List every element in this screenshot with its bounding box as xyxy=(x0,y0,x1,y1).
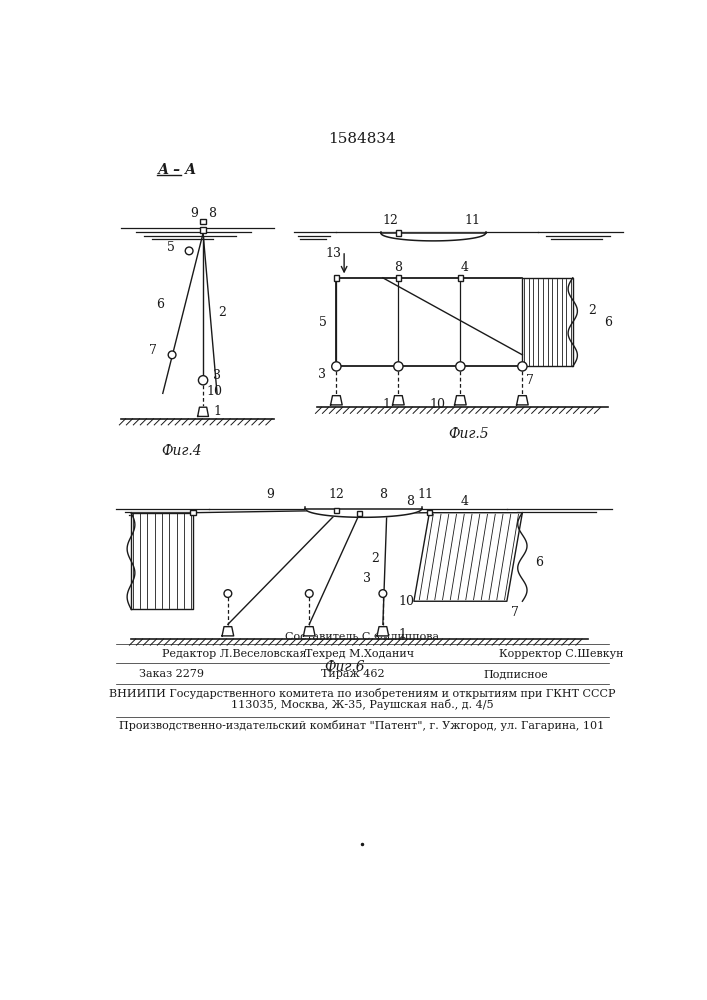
Text: 8: 8 xyxy=(209,207,216,220)
Polygon shape xyxy=(303,627,315,636)
Text: 7: 7 xyxy=(510,606,518,619)
Text: 8: 8 xyxy=(395,261,402,274)
Text: 8: 8 xyxy=(406,495,414,508)
Text: 113035, Москва, Ж-35, Раушская наб., д. 4/5: 113035, Москва, Ж-35, Раушская наб., д. … xyxy=(230,699,493,710)
Bar xyxy=(396,230,401,236)
Polygon shape xyxy=(131,513,193,609)
Text: Подписное: Подписное xyxy=(484,669,549,679)
Circle shape xyxy=(168,351,176,359)
Text: 1: 1 xyxy=(213,405,221,418)
Circle shape xyxy=(379,590,387,597)
Circle shape xyxy=(394,362,403,371)
Bar xyxy=(200,219,206,224)
Text: 10: 10 xyxy=(429,398,445,411)
Polygon shape xyxy=(392,396,404,405)
Text: 12: 12 xyxy=(329,488,344,501)
Polygon shape xyxy=(222,627,234,636)
Text: 7: 7 xyxy=(526,374,534,387)
Text: 4: 4 xyxy=(460,261,468,274)
Text: 1: 1 xyxy=(398,628,407,641)
Text: 2: 2 xyxy=(371,552,379,565)
Text: 3: 3 xyxy=(213,369,221,382)
Bar xyxy=(427,510,432,515)
Text: Фиг.5: Фиг.5 xyxy=(448,427,489,441)
Text: 3: 3 xyxy=(363,572,371,585)
Text: Редактор Л.Веселовская: Редактор Л.Веселовская xyxy=(162,649,307,659)
Polygon shape xyxy=(522,278,573,366)
Text: 1584834: 1584834 xyxy=(328,132,396,146)
Text: 5: 5 xyxy=(167,241,175,254)
Bar xyxy=(396,275,401,281)
Bar xyxy=(200,227,206,233)
Polygon shape xyxy=(198,407,209,416)
Text: 7: 7 xyxy=(148,344,157,358)
Text: 2: 2 xyxy=(218,306,226,319)
Text: 3: 3 xyxy=(318,368,327,381)
Text: 6: 6 xyxy=(535,556,544,569)
Bar xyxy=(334,508,339,513)
Text: Заказ 2279: Заказ 2279 xyxy=(139,669,204,679)
Text: 12: 12 xyxy=(382,214,399,227)
Text: ВНИИПИ Государственного комитета по изобретениям и открытиям при ГКНТ СССР: ВНИИПИ Государственного комитета по изоб… xyxy=(109,688,615,699)
Text: Фиг.6: Фиг.6 xyxy=(324,660,364,674)
Text: 13: 13 xyxy=(325,247,341,260)
Polygon shape xyxy=(381,233,486,241)
Circle shape xyxy=(185,247,193,255)
Text: Техред М.Ходанич: Техред М.Ходанич xyxy=(305,649,414,659)
Text: Тираж 462: Тираж 462 xyxy=(321,669,385,679)
Polygon shape xyxy=(331,396,342,405)
Polygon shape xyxy=(517,396,528,405)
Text: 11: 11 xyxy=(464,214,480,227)
Circle shape xyxy=(518,362,527,371)
Bar xyxy=(334,275,339,281)
Text: 6: 6 xyxy=(156,298,165,311)
Text: Корректор С.Шевкун: Корректор С.Шевкун xyxy=(499,649,624,659)
Text: 1: 1 xyxy=(382,398,391,411)
Bar xyxy=(357,511,362,516)
Text: 5: 5 xyxy=(319,316,327,329)
Text: 11: 11 xyxy=(418,488,433,501)
Text: 10: 10 xyxy=(206,385,223,398)
Bar xyxy=(190,510,196,515)
Circle shape xyxy=(456,362,465,371)
Polygon shape xyxy=(455,396,466,405)
Text: 8: 8 xyxy=(379,488,387,501)
Polygon shape xyxy=(305,509,421,517)
Text: 10: 10 xyxy=(398,595,414,608)
Text: Фиг.4: Фиг.4 xyxy=(161,444,201,458)
Circle shape xyxy=(199,376,208,385)
Text: 9: 9 xyxy=(267,488,274,501)
Text: 2: 2 xyxy=(588,304,596,317)
Circle shape xyxy=(305,590,313,597)
Text: Производственно-издательский комбинат "Патент", г. Ужгород, ул. Гагарина, 101: Производственно-издательский комбинат "П… xyxy=(119,720,604,731)
Text: 6: 6 xyxy=(604,316,612,329)
Polygon shape xyxy=(414,513,522,601)
Circle shape xyxy=(224,590,232,597)
Text: А – А: А – А xyxy=(158,163,197,177)
Text: 9: 9 xyxy=(190,207,198,220)
Bar xyxy=(457,275,463,281)
Text: 4: 4 xyxy=(460,495,468,508)
Polygon shape xyxy=(377,627,389,636)
Text: Составитель С.Филиппова: Составитель С.Филиппова xyxy=(285,632,439,642)
Circle shape xyxy=(332,362,341,371)
